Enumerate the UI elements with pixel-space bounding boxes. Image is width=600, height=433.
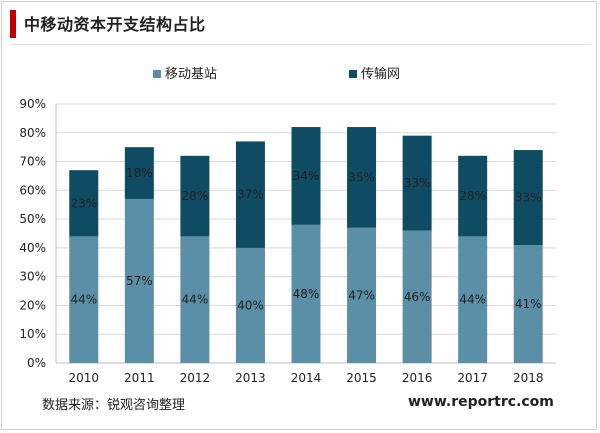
bar-segment	[124, 147, 154, 199]
x-tick-label: 2010	[69, 371, 100, 385]
data-label: 41%	[515, 297, 542, 311]
legend-swatch	[349, 70, 357, 78]
x-tick-label: 2015	[346, 371, 377, 385]
y-tick-label: 50%	[19, 212, 46, 226]
bar-segment	[180, 155, 210, 237]
bar-segment	[291, 127, 321, 225]
data-label: 44%	[70, 293, 97, 307]
x-tick-label: 2017	[457, 371, 488, 385]
y-tick-label: 40%	[19, 241, 46, 255]
y-tick-label: 20%	[19, 298, 46, 312]
bar-segment	[402, 230, 432, 363]
bar-segment	[402, 135, 432, 231]
y-tick-label: 80%	[19, 126, 46, 140]
bar-segment	[180, 236, 210, 363]
bar-segment	[235, 247, 265, 363]
data-label: 18%	[126, 166, 153, 180]
data-label: 37%	[237, 188, 264, 202]
bar-segment	[69, 170, 99, 237]
bar-segment	[69, 236, 99, 363]
data-label: 28%	[182, 189, 209, 203]
y-tick-label: 70%	[19, 155, 46, 169]
title-accent-bar	[10, 10, 16, 38]
data-label: 23%	[70, 196, 97, 210]
bar-segment	[513, 245, 543, 363]
bar-segment	[513, 150, 543, 246]
x-tick-label: 2014	[291, 371, 322, 385]
bar-segment	[458, 155, 488, 237]
y-tick-label: 90%	[19, 97, 46, 111]
website-url: www.reportrc.com	[408, 394, 554, 410]
data-label: 34%	[293, 169, 320, 183]
data-label: 44%	[182, 293, 209, 307]
y-tick-label: 0%	[27, 356, 46, 370]
x-tick-label: 2013	[235, 371, 266, 385]
data-label: 35%	[348, 170, 375, 184]
data-source: 数据来源：锐观咨询整理	[42, 398, 186, 413]
data-label: 33%	[404, 176, 431, 190]
bar-segment	[347, 227, 377, 363]
bar-segment	[235, 141, 265, 248]
legend-label: 移动基站	[165, 67, 217, 82]
x-tick-label: 2016	[402, 371, 433, 385]
chart-title: 中移动资本开支结构占比	[24, 15, 206, 34]
bar-segment	[347, 127, 377, 228]
data-label: 47%	[348, 288, 375, 302]
title-divider	[10, 44, 590, 45]
bar-segment	[291, 224, 321, 363]
data-label: 33%	[515, 191, 542, 205]
x-tick-label: 2011	[124, 371, 155, 385]
x-tick-label: 2012	[180, 371, 211, 385]
legend-swatch	[153, 70, 161, 78]
y-tick-label: 10%	[19, 327, 46, 341]
data-label: 46%	[404, 290, 431, 304]
data-label: 48%	[293, 287, 320, 301]
data-label: 44%	[459, 293, 486, 307]
y-tick-label: 60%	[19, 183, 46, 197]
legend-label: 传输网	[361, 66, 400, 82]
bar-segment	[124, 198, 154, 363]
data-label: 28%	[459, 189, 486, 203]
bar-segment	[458, 236, 488, 363]
data-label: 40%	[237, 298, 264, 312]
y-tick-label: 30%	[19, 270, 46, 284]
data-label: 57%	[126, 274, 153, 288]
x-tick-label: 2018	[513, 371, 544, 385]
